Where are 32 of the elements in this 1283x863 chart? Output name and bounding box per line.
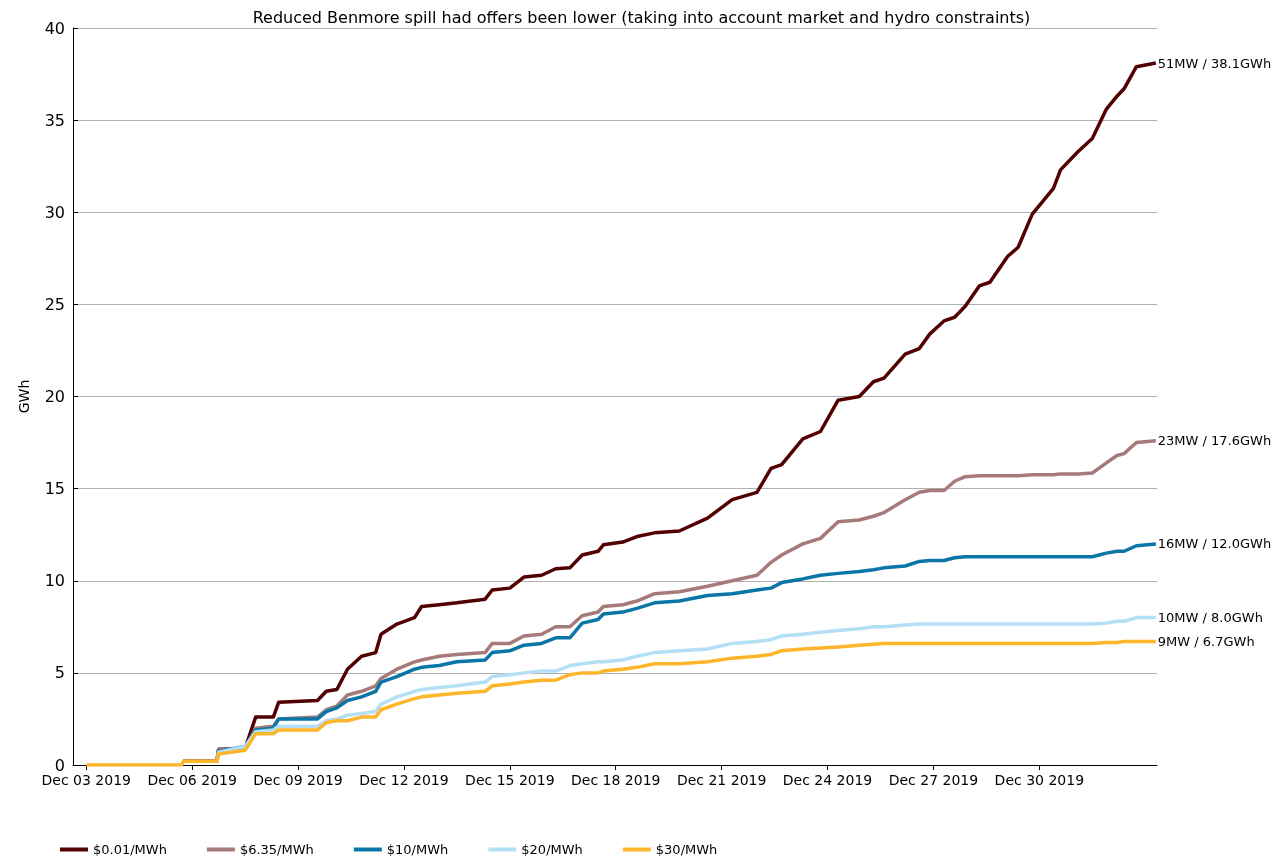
- x-tick-label: Dec 18 2019: [571, 772, 661, 788]
- annotation: 51MW / 38.1GWh: [1157, 55, 1272, 71]
- legend-label: $0.01/MWh: [93, 842, 167, 857]
- legend-label: $10/MWh: [386, 842, 449, 857]
- x-tick-label: Dec 21 2019: [676, 772, 767, 788]
- y-tick-label: 5: [54, 663, 65, 683]
- annotation: 16MW / 12.0GWh: [1157, 536, 1272, 552]
- legend-label: $20/MWh: [521, 842, 583, 857]
- y-tick-label: 10: [44, 571, 65, 591]
- y-tick-label: 35: [44, 110, 65, 130]
- x-tick-label: Dec 06 2019: [147, 772, 237, 788]
- legend-label: $30/MWh: [655, 842, 718, 857]
- x-tick-label: Dec 24 2019: [782, 772, 873, 788]
- y-tick-label: 20: [44, 387, 65, 406]
- x-tick-label: Dec 15 2019: [465, 772, 555, 788]
- annotation: 23MW / 17.6GWh: [1157, 433, 1272, 449]
- legend-label: $6.35/MWh: [239, 842, 314, 857]
- x-tick-label: Dec 27 2019: [888, 772, 979, 788]
- y-tick-label: 0: [54, 755, 65, 775]
- y-axis-title: GWh: [16, 379, 32, 414]
- x-tick-label: Dec 30 2019: [994, 772, 1085, 788]
- x-tick-label: Dec 03 2019: [41, 772, 131, 788]
- y-tick-label: 15: [44, 479, 65, 499]
- annotation: 9MW / 6.7GWh: [1157, 634, 1255, 650]
- line-series: [84, 639, 1158, 767]
- y-tick-label: 25: [44, 294, 65, 314]
- y-tick-label: 40: [44, 18, 65, 38]
- x-tick-label: Dec 12 2019: [359, 772, 449, 788]
- annotation: 10MW / 8.0GWh: [1157, 610, 1263, 626]
- x-tick-label: Dec 09 2019: [253, 772, 343, 788]
- y-tick-label: 30: [44, 202, 65, 222]
- chart-title: Reduced Benmore spill had offers been lower (taking into account market and hydro constraints): [252, 7, 1031, 27]
